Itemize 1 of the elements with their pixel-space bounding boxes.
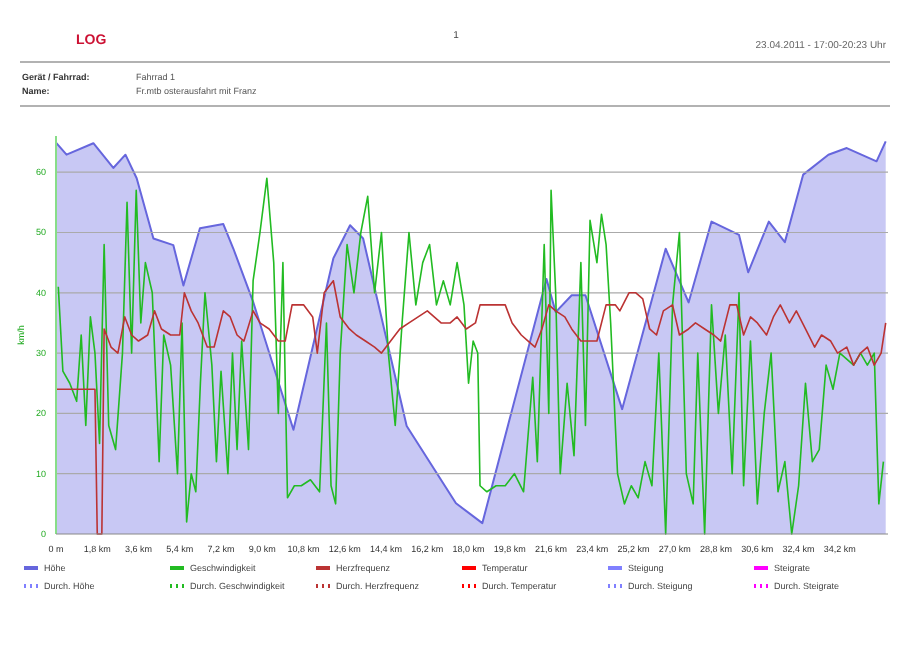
line-series [55, 279, 887, 535]
